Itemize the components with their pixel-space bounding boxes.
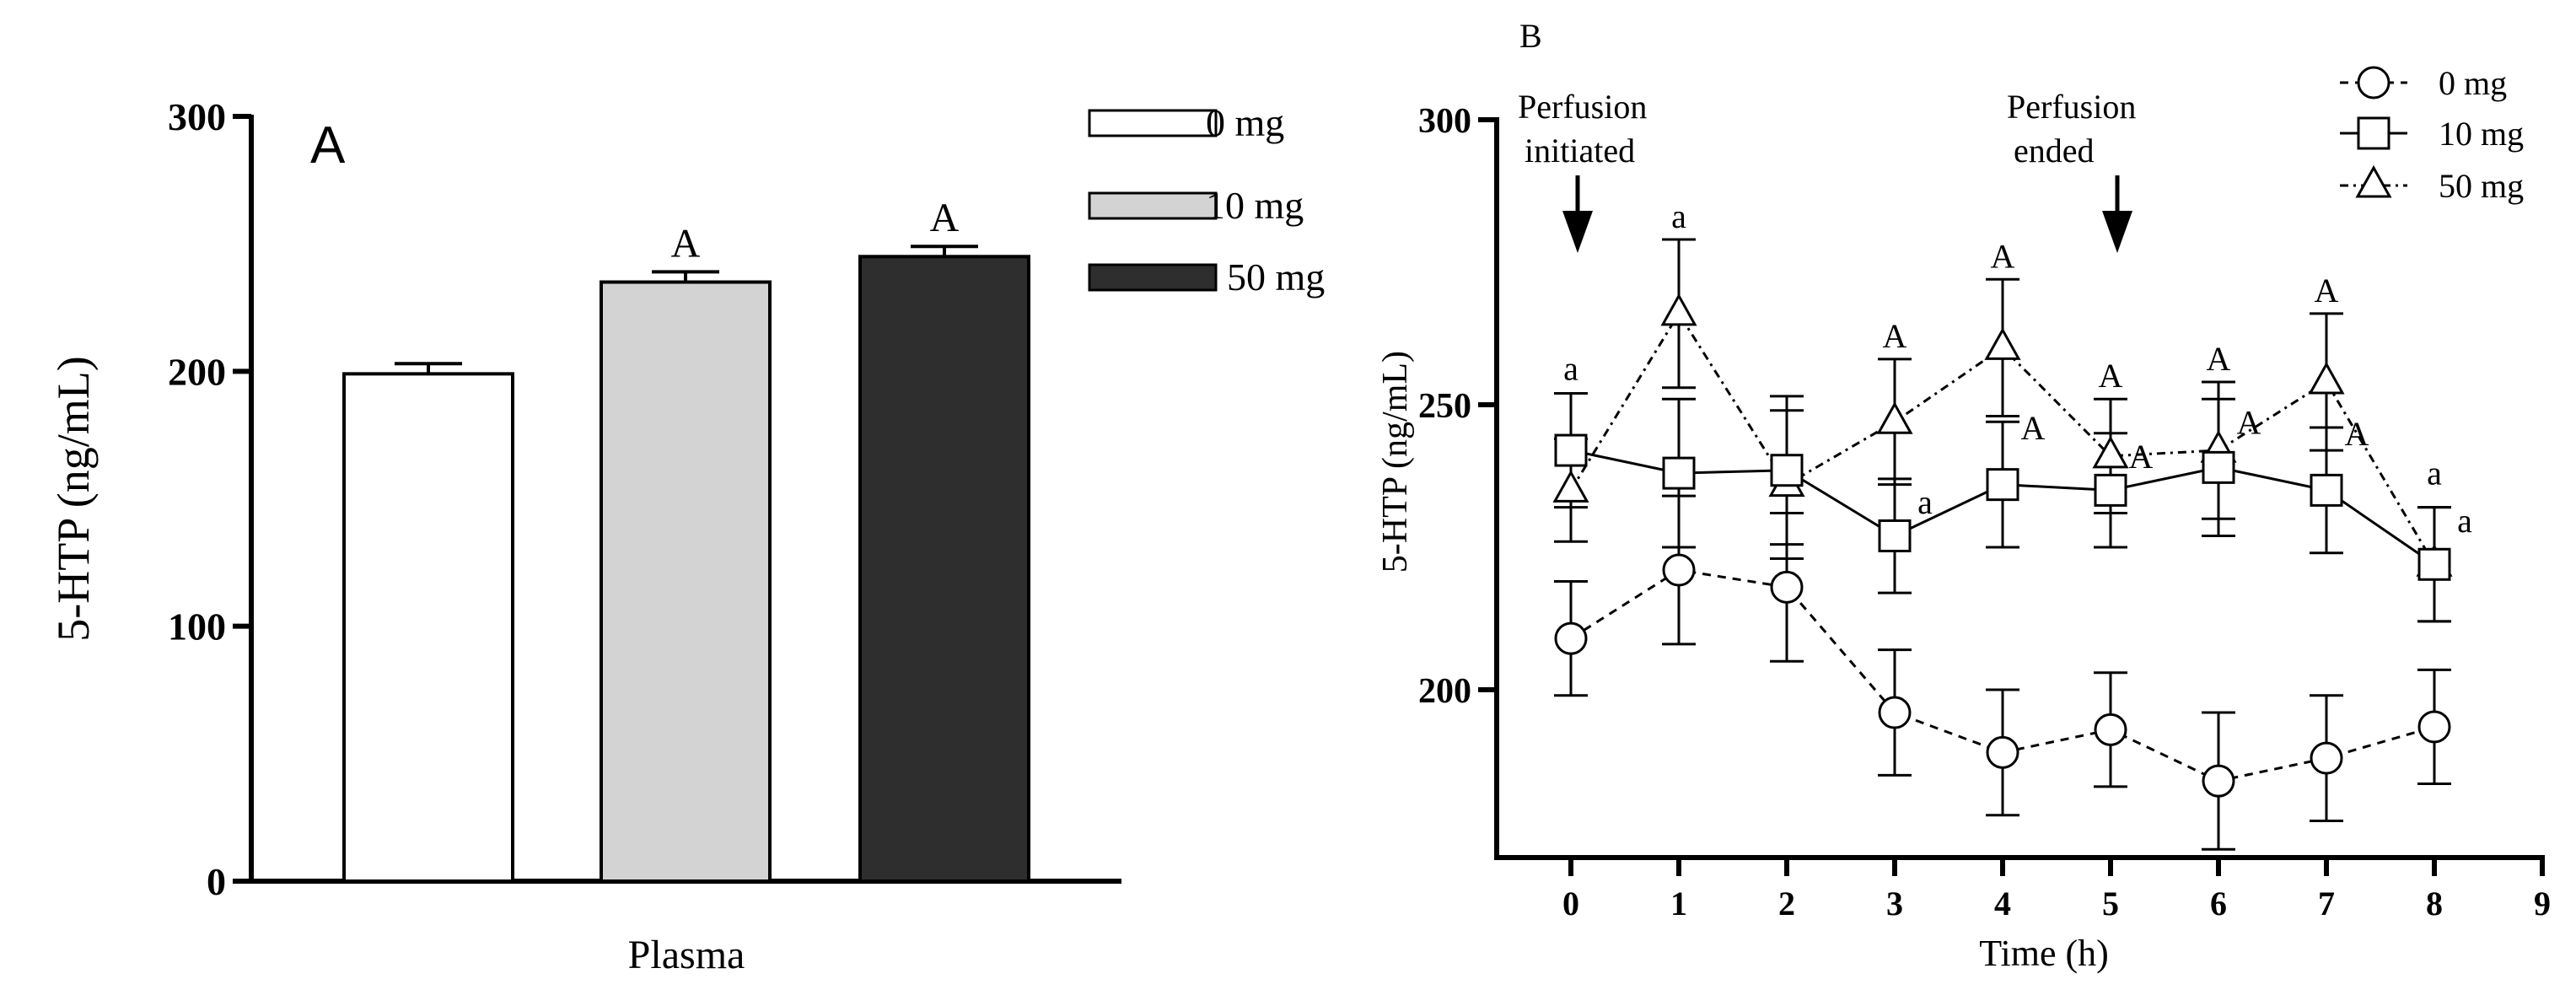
event-label-line1: Perfusion [1518, 88, 1647, 126]
significance-label: A [930, 196, 960, 240]
panel-letter: A [310, 116, 346, 175]
series-10-mg [1554, 391, 2451, 623]
data-point [1984, 327, 2021, 360]
panel-a: 0 100 200 300 5-HTP (ng/mL) Plasma A A A 0 mg 10 m… [48, 95, 1325, 977]
y-tick-label: 300 [1418, 102, 1471, 141]
significance-label: A [2315, 272, 2339, 309]
significance-label: A [2207, 340, 2231, 378]
legend-marker-triangle [2355, 164, 2392, 198]
x-tick-label: 6 [2210, 885, 2227, 922]
data-point [1660, 293, 1697, 326]
data-point [2094, 473, 2127, 507]
legend-swatch-50-mg [1088, 263, 1218, 292]
data-point [2308, 361, 2345, 395]
data-point [2417, 710, 2451, 744]
data-point [2092, 435, 2129, 469]
significance-label: a [2457, 502, 2472, 540]
event-label-line2: initiated [1525, 132, 1635, 169]
data-point [1878, 519, 1912, 552]
series-markers-10-mg [1554, 433, 2451, 581]
y-axis-label: 5-HTP (ng/mL) [48, 356, 99, 641]
legend-label: 10 mg [2439, 115, 2524, 153]
bar-0-mg [342, 372, 514, 883]
x-tick-label: 7 [2318, 885, 2335, 922]
x-tick-label: 4 [1994, 885, 2011, 922]
significance-label: a [1671, 197, 1686, 235]
significance-label: A [1991, 237, 2015, 275]
data-point [2417, 547, 2451, 581]
data-point [1986, 735, 2019, 769]
significance-label: A [2237, 403, 2261, 441]
legend-marker-circle [2357, 66, 2390, 100]
data-point [1878, 696, 1912, 729]
y-tick-label: 200 [168, 350, 226, 393]
x-tick-label: 8 [2426, 885, 2443, 922]
x-axis-label: Time (h) [1979, 933, 2109, 974]
y-tick-label: 200 [1418, 672, 1471, 711]
legend-label: 10 mg [1206, 184, 1304, 227]
x-tick-label: 9 [2534, 885, 2551, 922]
bar-50-mg [858, 255, 1030, 883]
legend-swatch-10-mg [1088, 191, 1218, 220]
legend: 0 mg 10 mg 50 mg [2340, 64, 2524, 205]
x-axis-label: Plasma [628, 933, 745, 977]
significance-label: A [2345, 415, 2369, 453]
x-tick-label: 5 [2102, 885, 2119, 922]
event-arrow-head [2102, 211, 2132, 253]
data-point [1986, 468, 2019, 502]
legend-label: 0 mg [1206, 101, 1284, 144]
significance-label: A [2021, 409, 2046, 447]
series-markers-0-mg [1554, 553, 2451, 798]
data-point [1552, 470, 1589, 503]
panel-b: 200 250 300 0 1 2 3 4 5 6 7 8 9 5-HTP (ng/mL) Time (h)… [1376, 17, 2551, 974]
event-label-line2: ended [2014, 132, 2095, 169]
data-point [1770, 570, 1804, 604]
data-point [1662, 553, 1696, 587]
data-point [1554, 433, 1588, 467]
event-arrow-head [1562, 211, 1593, 253]
series-line [1569, 310, 2436, 566]
data-point [2202, 764, 2235, 798]
x-tick-label: 2 [1778, 885, 1795, 922]
y-axis-label: 5-HTP (ng/mL) [1376, 351, 1415, 573]
legend-label: 0 mg [2439, 64, 2507, 102]
x-tick-label: 0 [1562, 885, 1579, 922]
event-label-line1: Perfusion [2007, 88, 2136, 126]
bar-10-mg [600, 280, 772, 883]
data-point [2202, 450, 2235, 484]
significance-label: a [1917, 483, 1933, 521]
data-point [2094, 713, 2127, 746]
x-tick-label: 3 [1886, 885, 1903, 922]
legend-label: 50 mg [1227, 255, 1325, 298]
legend-swatch-0-mg [1088, 109, 1218, 137]
x-tick-label: 1 [1670, 885, 1687, 922]
data-point [2310, 741, 2343, 775]
significance-label: A [2099, 357, 2123, 395]
significance-label: a [1563, 349, 1578, 387]
legend-marker-square [2357, 116, 2390, 150]
y-tick-label: 250 [1418, 387, 1471, 426]
data-point [1554, 621, 1588, 655]
significance-label: A [671, 221, 701, 266]
data-point [1662, 456, 1696, 490]
significance-label: A [2129, 438, 2154, 476]
significance-label: a [2427, 454, 2442, 492]
y-tick-label: 0 [207, 860, 226, 903]
y-tick-label: 100 [168, 605, 226, 648]
data-point [1876, 401, 1913, 434]
data-point [2310, 473, 2343, 507]
panel-letter: B [1519, 17, 1542, 55]
data-point [1770, 454, 1804, 487]
legend-label: 50 mg [2439, 167, 2524, 205]
series-0-mg [1554, 494, 2451, 851]
y-tick-label: 300 [168, 95, 226, 138]
significance-label: A [1883, 317, 1907, 355]
